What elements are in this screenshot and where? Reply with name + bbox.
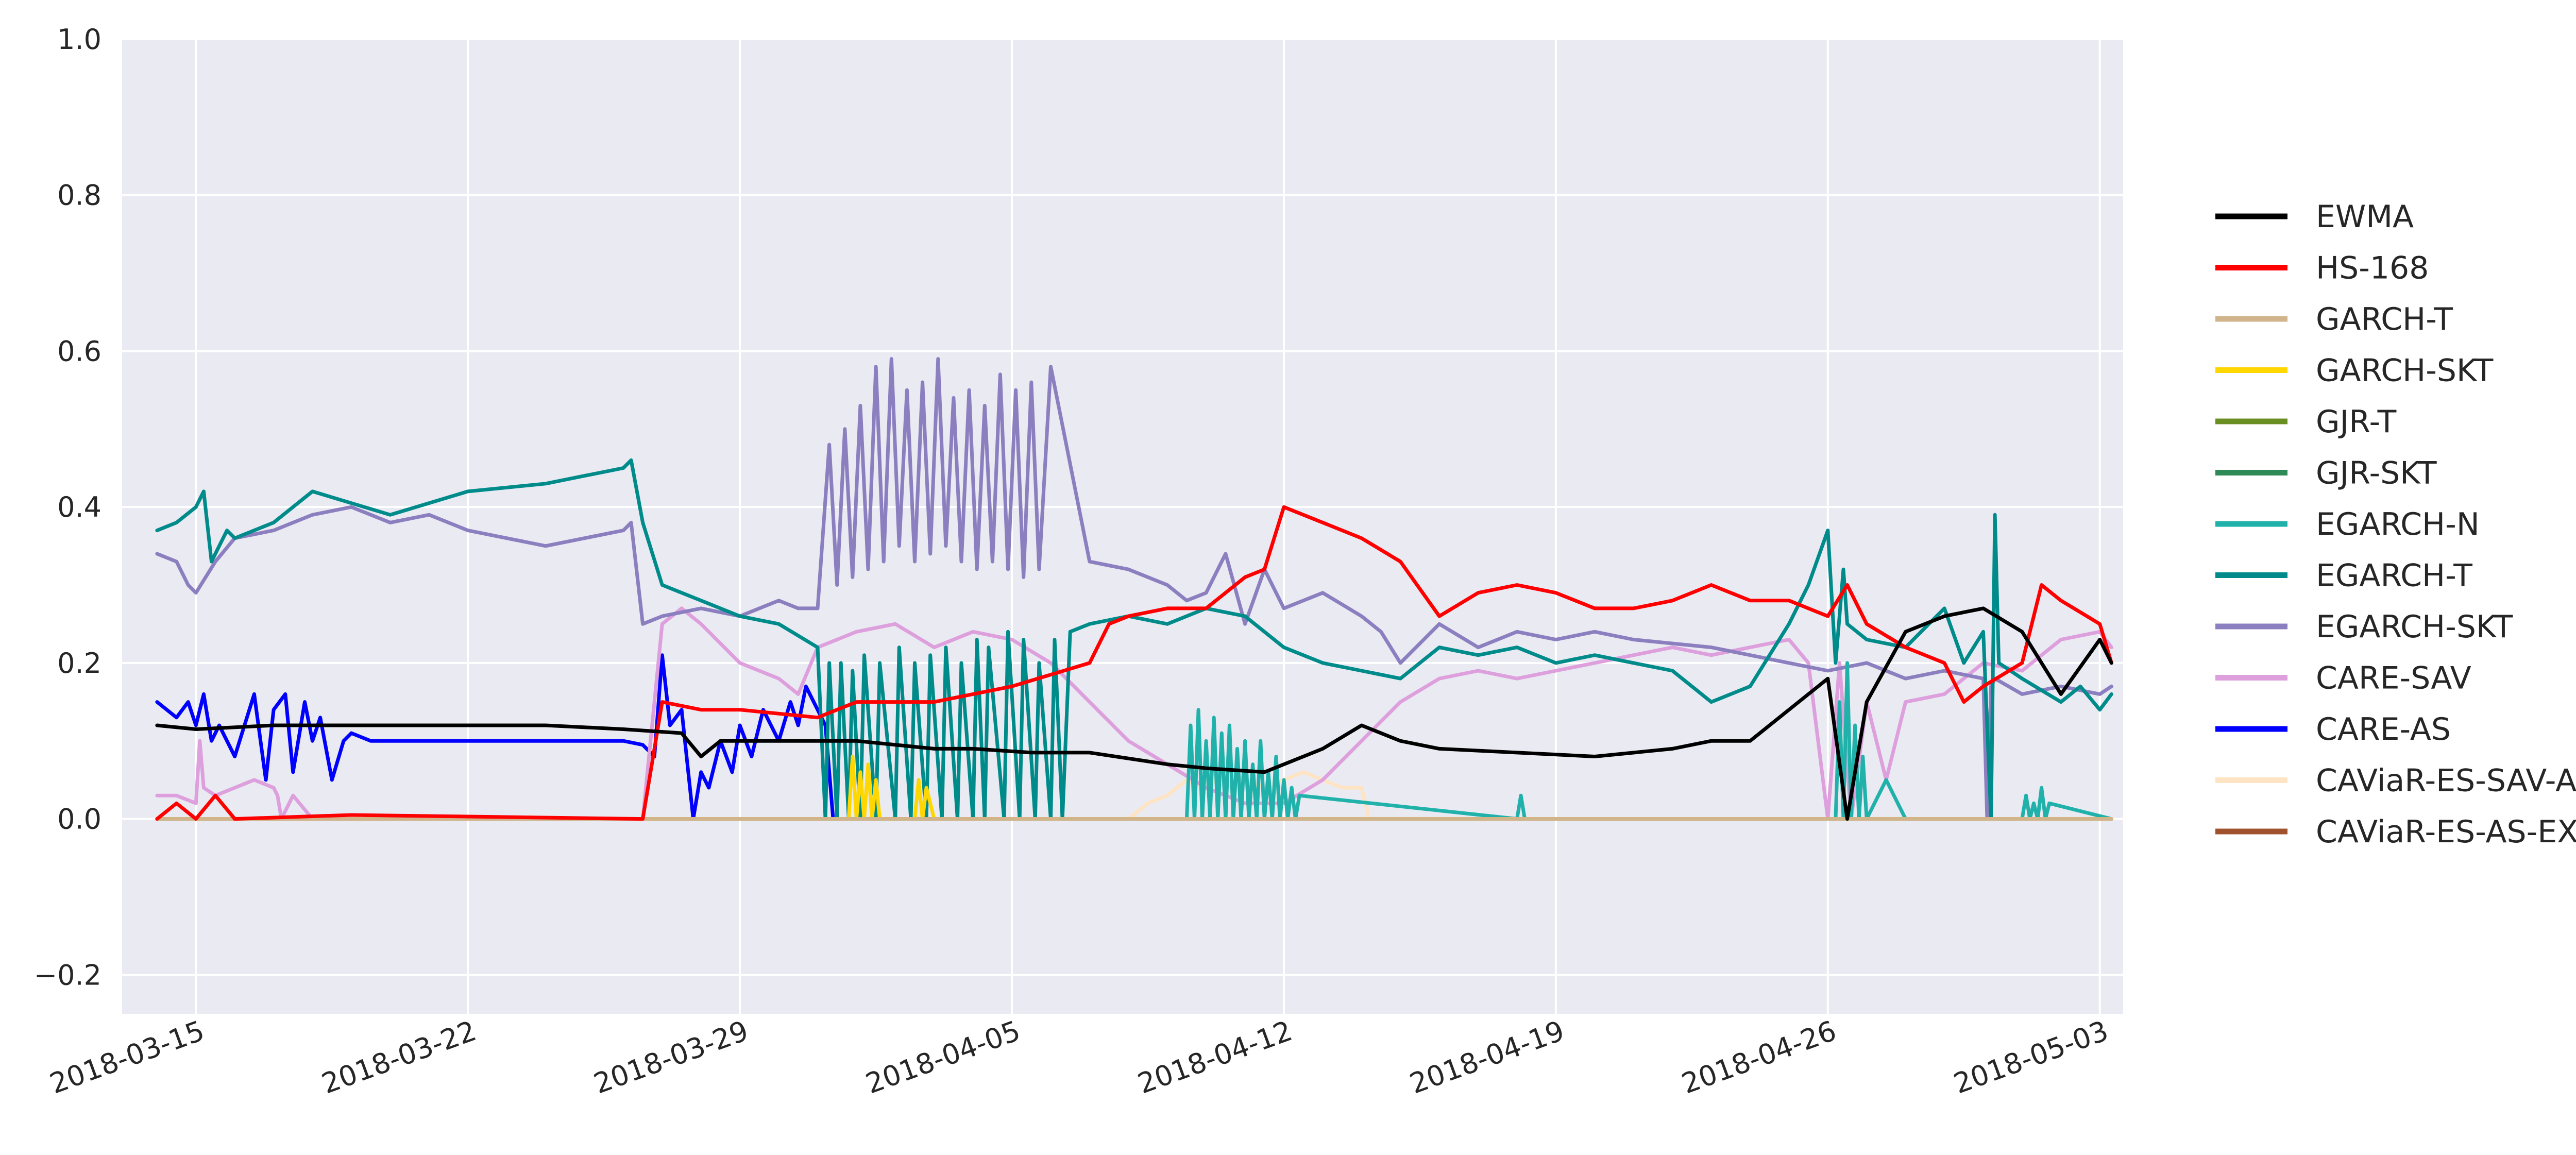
y-tick-label: 0.2 xyxy=(57,647,101,680)
series-line-egarch-skt xyxy=(155,357,2113,821)
legend-label: EGARCH-N xyxy=(2316,506,2480,542)
plot-background xyxy=(122,39,2123,1014)
legend-label: HS-168 xyxy=(2316,250,2429,286)
x-tick-label: 2018-03-29 xyxy=(589,1014,752,1100)
y-tick-label: −0.2 xyxy=(34,959,101,991)
series-line-ewma xyxy=(155,606,2113,821)
y-tick-label: 1.0 xyxy=(57,23,101,56)
grid xyxy=(122,38,2123,1014)
legend-label: EGARCH-SKT xyxy=(2316,609,2513,645)
y-tick-label: 0.6 xyxy=(57,335,101,367)
y-tick-label: 0.8 xyxy=(57,179,101,212)
series-group xyxy=(155,357,2113,821)
x-tick-label: 2018-03-15 xyxy=(45,1014,208,1100)
x-tick-label: 2018-04-12 xyxy=(1133,1014,1296,1100)
series-line-care-sav xyxy=(155,606,2113,821)
x-tick-label: 2018-04-19 xyxy=(1405,1014,1568,1100)
x-axis: 2018-03-15 2018-03-22 2018-03-29 2018-04-05… xyxy=(45,1014,2112,1100)
legend-label: EGARCH-T xyxy=(2316,558,2472,594)
legend-label: GJR-SKT xyxy=(2316,455,2437,491)
legend-label: CAViaR-ES-AS-EXP xyxy=(2316,814,2576,850)
y-tick-label: 0.4 xyxy=(57,491,101,523)
legend-label: CARE-AS xyxy=(2316,711,2451,748)
legend-label: GARCH-SKT xyxy=(2316,353,2494,389)
legend-label: GJR-T xyxy=(2316,404,2397,440)
series-line-hs-168 xyxy=(155,505,2113,821)
legend-label: EWMA xyxy=(2316,199,2414,235)
series-line-care-as xyxy=(155,653,835,821)
y-tick-label: 0.0 xyxy=(57,803,101,836)
legend-label: CARE-SAV xyxy=(2316,660,2471,697)
y-axis: −0.2 0.0 0.2 0.4 0.6 0.8 1.0 xyxy=(34,23,101,991)
x-tick-label: 2018-05-03 xyxy=(1950,1014,2112,1100)
legend: EWMA HS-168 GARCH-T GARCH-SKT GJR-T GJR-SKT EG… xyxy=(2215,199,2576,850)
series-line-garch-skt xyxy=(155,755,2113,821)
legend-label: CAViaR-ES-SAV-AR xyxy=(2316,763,2576,799)
x-tick-label: 2018-04-05 xyxy=(861,1014,1024,1100)
x-tick-label: 2018-04-26 xyxy=(1677,1014,1840,1100)
legend-label: GARCH-T xyxy=(2316,301,2453,337)
x-tick-label: 2018-03-22 xyxy=(317,1014,480,1100)
